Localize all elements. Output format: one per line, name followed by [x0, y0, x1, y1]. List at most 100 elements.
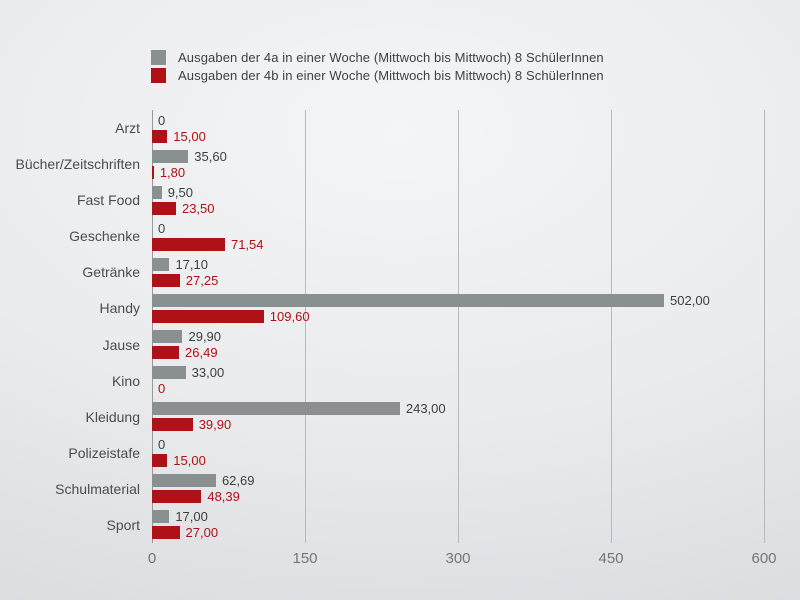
category-label: Bücher/Zeitschriften — [15, 156, 141, 173]
bar-4b — [152, 454, 168, 468]
legend-swatch-4b — [151, 67, 166, 83]
bar-line-4a: 17,10 — [152, 256, 764, 272]
value-label-4a: 62,69 — [221, 473, 255, 489]
gridline-600 — [763, 110, 765, 543]
bar-4a — [152, 257, 170, 271]
bar-4b — [152, 129, 168, 143]
bar-4b — [152, 346, 180, 359]
legend-label-4a: Ausgaben der 4a in einer Woche (Mittwoch… — [178, 49, 604, 65]
bar-4a — [152, 149, 189, 163]
value-label-4a: 29,90 — [188, 329, 222, 344]
value-label-4a: 0 — [158, 220, 166, 236]
value-label-4a: 17,00 — [175, 509, 208, 525]
category-label: Fast Food — [76, 192, 140, 209]
bar-4b — [152, 273, 180, 287]
category-bars: 17,00 27,00 — [152, 507, 764, 543]
bar-line-4b: 26,49 — [152, 346, 764, 359]
legend-item-4b: Ausgaben der 4b in einer Woche (Mittwoch… — [151, 67, 604, 83]
category-label: Handy — [99, 300, 140, 317]
category-row-2: Bücher/Zeitschriften 35,60 1,80 — [0, 146, 764, 182]
category-label: Kino — [111, 372, 140, 389]
category-bars: 243,00 39,90 — [152, 399, 764, 435]
category-label: Geschenke — [69, 228, 140, 245]
value-label-4b: 109,60 — [269, 308, 310, 324]
category-row-11: Schulmaterial 62,69 48,39 — [0, 471, 764, 507]
value-label-4b: 48,39 — [207, 489, 240, 505]
category-label: Getränke — [82, 264, 140, 281]
value-label-4b: 71,54 — [230, 236, 264, 252]
category-bars: 0 71,54 — [152, 218, 764, 254]
y-axis-line — [151, 110, 153, 543]
x-tick-label-150: 150 — [292, 550, 318, 567]
value-label-4a: 243,00 — [405, 401, 446, 417]
bar-4b — [152, 165, 154, 179]
bar-line-4a: 35,60 — [152, 148, 764, 164]
value-label-4b: 39,90 — [198, 417, 232, 433]
category-row-10: Polizeistafe 0 15,00 — [0, 435, 764, 471]
category-row-9: Kleidung 243,00 39,90 — [0, 399, 764, 435]
category-bars: 35,60 1,80 — [152, 146, 764, 182]
value-label-4a: 35,60 — [194, 148, 227, 164]
bar-4a — [152, 366, 186, 380]
bar-line-4a: 0 — [152, 438, 764, 451]
category-row-4: Geschenke 0 71,54 — [0, 218, 764, 254]
x-tick-label-600: 600 — [751, 550, 777, 567]
gridline-450 — [610, 110, 612, 543]
bar-line-4b: 27,25 — [152, 272, 764, 288]
bar-4a — [152, 330, 183, 343]
bar-4b — [152, 490, 202, 504]
plot-gridlines — [151, 110, 765, 543]
category-label: Jause — [102, 336, 140, 353]
bar-line-4b: 1,80 — [152, 165, 764, 179]
legend-label-4b: Ausgaben der 4b in einer Woche (Mittwoch… — [178, 67, 604, 83]
value-label-4b: 27,00 — [185, 525, 219, 541]
bar-line-4a: 0 — [152, 222, 764, 235]
value-label-4a: 33,00 — [191, 365, 225, 381]
value-label-4b: 0 — [158, 381, 166, 397]
bar-4a — [152, 510, 170, 524]
value-label-4b: 23,50 — [181, 200, 215, 216]
bar-line-4a: 62,69 — [152, 473, 764, 489]
bar-line-4a: 502,00 — [152, 292, 764, 308]
value-label-4a: 17,10 — [175, 256, 208, 272]
bar-4b — [152, 237, 225, 251]
value-label-4a: 502,00 — [670, 292, 710, 308]
bar-line-4a: 243,00 — [152, 401, 764, 417]
legend-item-4a: Ausgaben der 4a in einer Woche (Mittwoch… — [151, 49, 604, 65]
bar-line-4a: 9,50 — [152, 185, 764, 199]
bar-4a — [152, 474, 216, 488]
x-tick-label-300: 300 — [445, 550, 471, 567]
bar-line-4b: 15,00 — [152, 453, 764, 469]
value-label-4b: 27,25 — [185, 272, 219, 288]
category-bars: 502,00 109,60 — [152, 290, 764, 326]
bar-line-4a: 29,90 — [152, 330, 764, 343]
category-bars: 0 15,00 — [152, 110, 764, 146]
chart-legend: Ausgaben der 4a in einer Woche (Mittwoch… — [151, 49, 604, 83]
category-row-7: Jause 29,90 26,49 — [0, 326, 764, 362]
value-label-4a: 0 — [158, 437, 166, 453]
gridline-150 — [304, 110, 306, 543]
x-axis-tick-labels: 0 150 300 450 600 — [148, 550, 777, 570]
bar-chart-rows: Arzt 0 15,00 Bücher/Zeitschriften 35,60 1,80 F… — [0, 110, 764, 543]
x-tick-label-0: 0 — [147, 550, 157, 567]
category-bars: 33,00 0 — [152, 363, 764, 399]
bar-line-4b: 39,90 — [152, 417, 764, 433]
bar-4b — [152, 418, 193, 432]
category-label: Kleidung — [85, 408, 141, 425]
bar-line-4b: 15,00 — [152, 129, 764, 143]
category-label: Arzt — [115, 120, 140, 137]
bar-4b — [152, 309, 264, 323]
category-row-1: Arzt 0 15,00 — [0, 110, 764, 146]
bar-4a — [152, 402, 400, 416]
category-label: Polizeistafe — [68, 444, 140, 461]
category-bars: 17,10 27,25 — [152, 254, 764, 290]
category-row-8: Kino 33,00 0 — [0, 363, 764, 399]
category-label: Sport — [106, 516, 140, 533]
category-row-5: Getränke 17,10 27,25 — [0, 254, 764, 290]
bar-line-4b: 23,50 — [152, 200, 764, 216]
category-bars: 9,50 23,50 — [152, 182, 764, 218]
value-label-4b: 15,00 — [173, 453, 206, 469]
category-row-6: Handy 502,00 109,60 — [0, 290, 764, 326]
bar-line-4b: 71,54 — [152, 236, 764, 252]
